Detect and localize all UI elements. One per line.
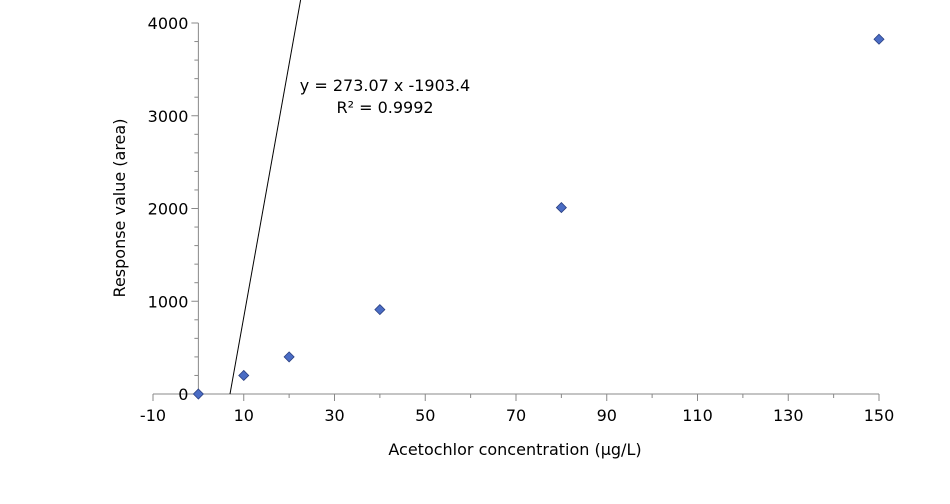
x-tick-label: 50 bbox=[415, 406, 435, 425]
y-tick-label: 3000 bbox=[148, 107, 189, 126]
tick-labels: 0 1000 2000 3000 4000 -10 10 30 50 70 90 110 130 150 bbox=[140, 14, 894, 425]
x-tick-label: 70 bbox=[506, 406, 526, 425]
x-tick-label: 150 bbox=[864, 406, 895, 425]
y-tick-label: 1000 bbox=[148, 292, 189, 311]
data-point-marker bbox=[283, 351, 295, 363]
x-tick-label: 30 bbox=[324, 406, 344, 425]
data-point-marker bbox=[374, 304, 386, 316]
y-tick-label: 4000 bbox=[148, 14, 189, 33]
axes bbox=[153, 23, 879, 395]
data-point-marker bbox=[555, 202, 567, 214]
y-axis-label: Response value (area) bbox=[110, 119, 129, 298]
y-tick-label: 0 bbox=[178, 385, 188, 404]
data-point-marker bbox=[192, 388, 204, 400]
x-tick-label: 90 bbox=[597, 406, 617, 425]
data-point-marker bbox=[238, 369, 250, 382]
y-tick-label: 2000 bbox=[148, 200, 189, 219]
x-axis-label: Acetochlor concentration (µg/L) bbox=[388, 440, 641, 459]
trendline-equation: y = 273.07 x -1903.4 bbox=[300, 76, 470, 95]
x-tick-label: 10 bbox=[234, 406, 254, 425]
tick-marks bbox=[152, 22, 880, 401]
x-tick-label: 130 bbox=[773, 406, 804, 425]
trendline bbox=[229, 0, 302, 395]
r-squared-label: R² = 0.9992 bbox=[336, 98, 433, 117]
x-tick-label: 110 bbox=[682, 406, 713, 425]
data-points bbox=[192, 33, 885, 400]
x-tick-label: -10 bbox=[140, 406, 166, 425]
data-point-marker bbox=[873, 33, 885, 45]
